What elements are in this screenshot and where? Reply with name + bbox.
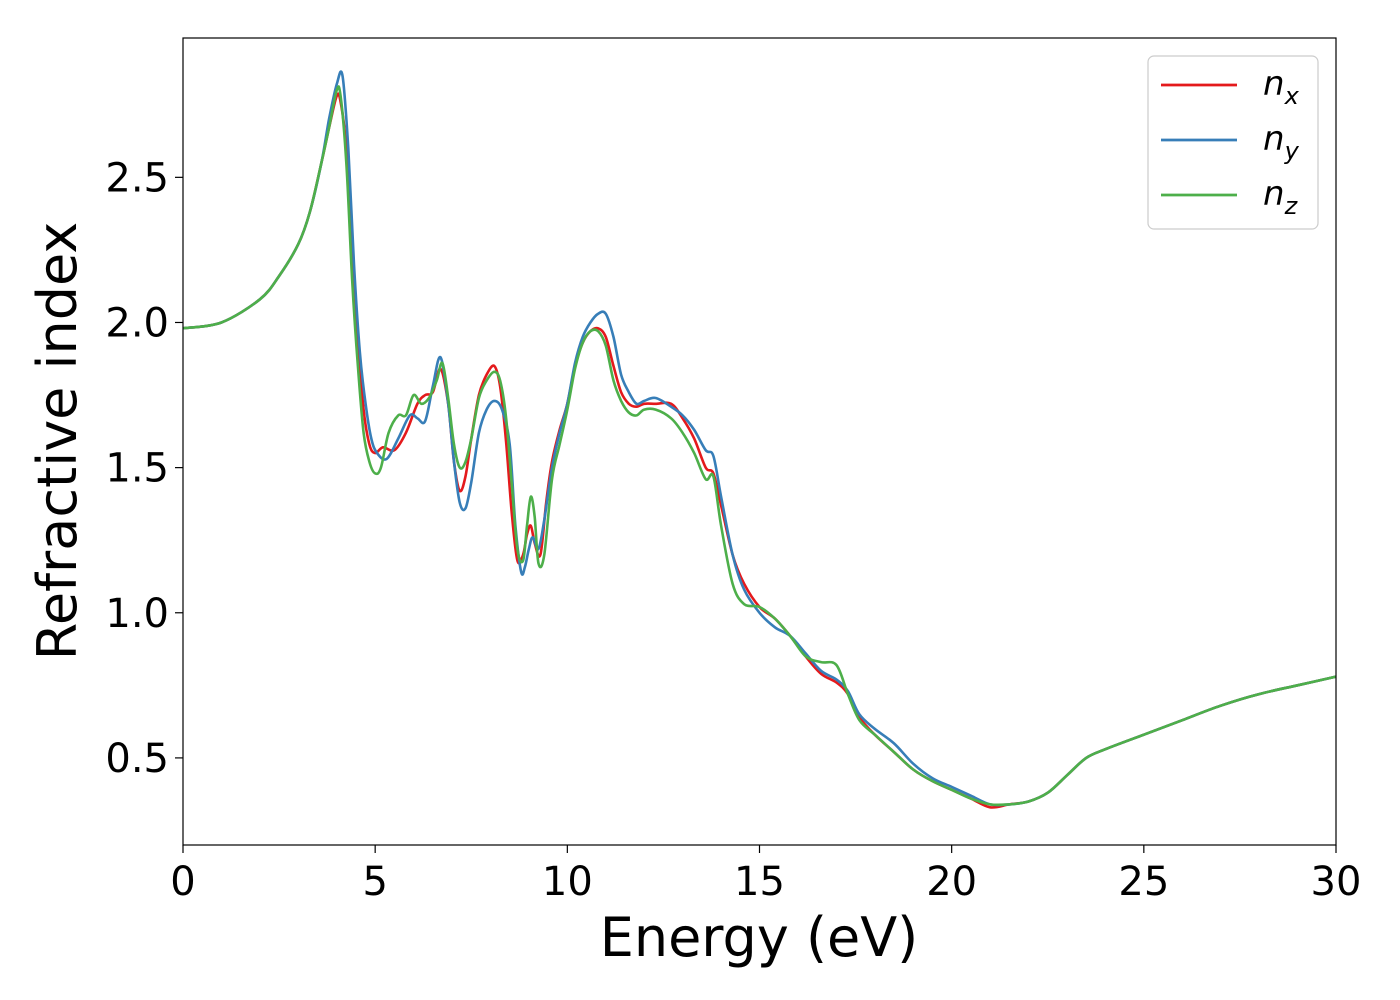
x-tick-label: 10 <box>542 859 593 905</box>
legend-box <box>1147 55 1319 230</box>
x-axis-label: Energy (eV) <box>600 906 919 969</box>
y-tick-label: 1.0 <box>105 591 169 637</box>
legend-label-base: n <box>1263 64 1285 104</box>
x-tick-label: 25 <box>1118 859 1169 905</box>
y-tick-label: 2.0 <box>105 300 169 346</box>
y-tick-label: 1.5 <box>105 446 169 492</box>
y-axis: 0.5 1.0 1.5 2.0 2.5 <box>105 155 183 782</box>
legend-label: nx <box>1263 64 1300 110</box>
legend-label-base: n <box>1263 174 1285 214</box>
x-tick-label: 5 <box>362 859 387 905</box>
x-tick-label: 30 <box>1311 859 1362 905</box>
x-tick-label: 0 <box>170 859 195 905</box>
x-axis: 0 5 10 15 20 25 30 <box>170 845 1361 905</box>
legend-label: ny <box>1263 119 1300 165</box>
y-axis-label: Refractive index <box>26 222 89 661</box>
x-tick-label: 15 <box>734 859 785 905</box>
series-line-nz <box>182 85 1337 807</box>
legend-label-subscript: z <box>1284 192 1299 220</box>
series-line-ny <box>182 70 1337 807</box>
y-tick-label: 2.5 <box>105 155 169 201</box>
legend-label-base: n <box>1263 119 1285 159</box>
legend-label-subscript: x <box>1284 82 1300 110</box>
legend-label: nz <box>1263 174 1299 220</box>
x-tick-label: 20 <box>926 859 977 905</box>
y-tick-label: 0.5 <box>105 736 169 782</box>
plot-area <box>182 70 1337 809</box>
legend-label-subscript: y <box>1284 137 1300 165</box>
